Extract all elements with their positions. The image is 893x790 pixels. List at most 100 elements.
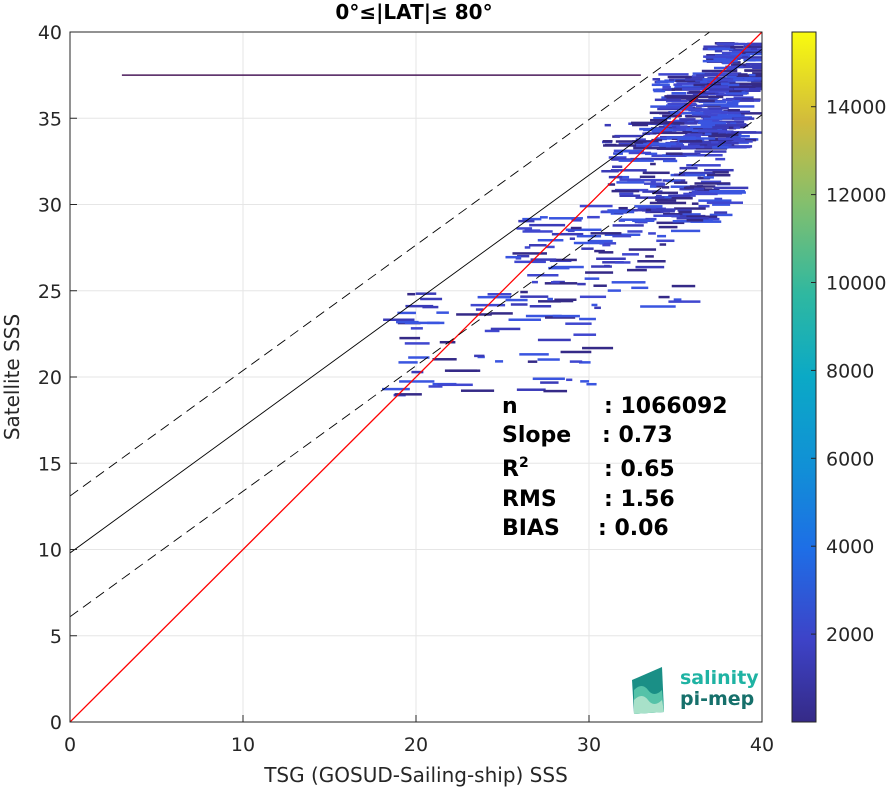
density-cell bbox=[626, 268, 647, 272]
density-cell bbox=[703, 55, 738, 58]
density-cell bbox=[524, 246, 531, 249]
density-cell bbox=[554, 298, 577, 302]
density-cell bbox=[610, 169, 647, 172]
density-cell bbox=[716, 42, 739, 46]
density-cell bbox=[732, 100, 740, 103]
density-cell bbox=[749, 87, 762, 91]
y-axis-label: Satellite SSS bbox=[0, 314, 24, 440]
logo-text-pi-mep: pi-mep bbox=[680, 688, 754, 710]
density-cell bbox=[643, 128, 674, 132]
density-cell bbox=[674, 85, 703, 88]
y-tick-label: 40 bbox=[38, 22, 62, 44]
density-cell bbox=[744, 78, 754, 81]
density-cell bbox=[666, 97, 699, 100]
density-cell bbox=[654, 185, 664, 188]
density-cell bbox=[701, 69, 738, 73]
density-cell bbox=[715, 157, 726, 161]
density-cell bbox=[569, 360, 583, 363]
density-cell bbox=[645, 217, 657, 221]
density-cell bbox=[681, 87, 705, 91]
density-cell bbox=[635, 196, 665, 199]
density-cell bbox=[614, 134, 644, 138]
density-cell bbox=[652, 78, 661, 81]
density-cell bbox=[546, 245, 555, 249]
density-cell bbox=[702, 126, 729, 130]
density-cell bbox=[681, 111, 705, 115]
density-cell bbox=[702, 59, 738, 63]
density-cell bbox=[439, 340, 456, 344]
density-cell bbox=[587, 215, 600, 219]
colorbar-tick-label: 14000 bbox=[826, 97, 886, 119]
density-cell bbox=[689, 141, 724, 145]
density-cell bbox=[654, 98, 682, 102]
density-cell bbox=[661, 186, 670, 189]
density-cell bbox=[695, 147, 728, 150]
density-cell bbox=[666, 136, 696, 139]
density-cell bbox=[516, 227, 533, 230]
density-cell bbox=[634, 205, 663, 208]
density-cell bbox=[382, 387, 410, 391]
y-tick-label: 30 bbox=[38, 195, 62, 217]
density-cell bbox=[665, 152, 683, 155]
density-cell bbox=[742, 55, 748, 59]
density-cell bbox=[399, 380, 435, 383]
density-cell bbox=[579, 295, 607, 299]
density-cell bbox=[730, 45, 744, 49]
density-cell bbox=[694, 182, 731, 185]
density-cell bbox=[460, 389, 495, 392]
density-cell bbox=[410, 327, 423, 330]
density-cell bbox=[658, 225, 678, 229]
density-cell bbox=[692, 93, 699, 96]
density-cell bbox=[664, 213, 683, 216]
density-cell bbox=[726, 67, 738, 70]
density-cell bbox=[612, 234, 632, 238]
density-cell bbox=[604, 123, 611, 127]
density-cell bbox=[551, 232, 584, 236]
density-cell bbox=[664, 124, 674, 128]
density-cell bbox=[698, 199, 732, 202]
density-cell bbox=[681, 187, 706, 191]
density-cell bbox=[619, 194, 641, 197]
density-cell bbox=[655, 88, 676, 91]
density-cell bbox=[673, 83, 683, 86]
density-cell bbox=[653, 116, 671, 120]
density-cell bbox=[750, 47, 757, 51]
density-cell bbox=[686, 219, 704, 222]
density-cell bbox=[643, 182, 665, 185]
density-cell bbox=[618, 159, 654, 162]
density-cell bbox=[566, 378, 573, 382]
density-cell bbox=[718, 137, 746, 141]
y-tick-label: 20 bbox=[38, 367, 62, 389]
regression-line bbox=[70, 48, 762, 554]
density-cell bbox=[630, 157, 653, 161]
density-cell bbox=[727, 83, 740, 87]
density-cell bbox=[616, 181, 645, 184]
density-cell bbox=[456, 313, 492, 316]
density-cell bbox=[529, 305, 552, 308]
density-cell bbox=[746, 45, 762, 48]
density-cell bbox=[656, 80, 669, 84]
density-cell bbox=[505, 255, 522, 259]
density-cell bbox=[722, 98, 735, 102]
density-cell bbox=[706, 201, 743, 204]
chart-title: 0°≤|LAT|≤ 80° bbox=[335, 0, 492, 24]
density-cell bbox=[662, 154, 670, 157]
density-cell bbox=[684, 137, 716, 140]
density-cell bbox=[601, 210, 608, 213]
density-cell bbox=[550, 281, 560, 284]
x-tick-label: 0 bbox=[64, 734, 76, 756]
density-cell bbox=[699, 120, 713, 123]
density-cell bbox=[512, 252, 547, 255]
density-cell bbox=[651, 191, 679, 195]
density-cell bbox=[727, 79, 761, 82]
density-cell bbox=[520, 290, 528, 294]
density-cell bbox=[729, 82, 762, 86]
density-cell bbox=[709, 189, 745, 193]
logo: salinity pi-mep bbox=[632, 667, 759, 714]
density-cell bbox=[529, 244, 547, 247]
density-cell bbox=[734, 117, 749, 121]
x-tick-label: 20 bbox=[404, 734, 428, 756]
density-cell bbox=[404, 321, 440, 325]
density-cell bbox=[678, 213, 701, 216]
density-cell bbox=[579, 361, 591, 364]
